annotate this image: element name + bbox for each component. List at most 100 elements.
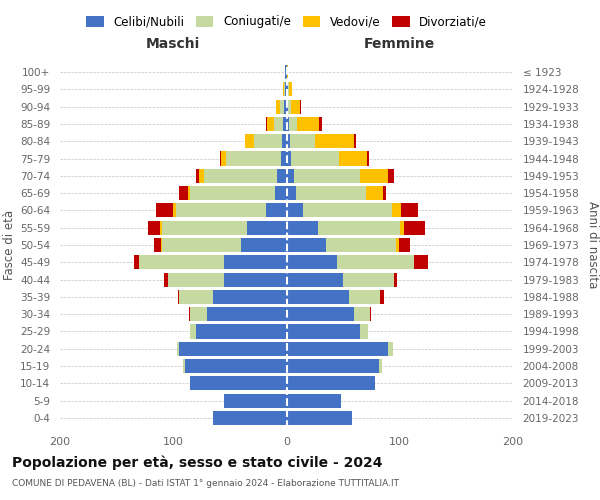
Bar xyxy=(190,186,275,200)
Bar xyxy=(296,117,319,131)
Bar xyxy=(286,82,287,96)
Bar xyxy=(388,168,394,183)
Bar xyxy=(383,186,386,200)
Bar xyxy=(287,186,296,200)
Bar xyxy=(266,117,267,131)
Text: Maschi: Maschi xyxy=(146,38,200,52)
Bar xyxy=(245,134,254,148)
Bar xyxy=(284,82,286,96)
Text: Popolazione per età, sesso e stato civile - 2024: Popolazione per età, sesso e stato civil… xyxy=(12,456,383,470)
Bar xyxy=(287,290,349,304)
Bar xyxy=(176,204,266,218)
Bar xyxy=(289,117,296,131)
Bar xyxy=(290,134,315,148)
Bar xyxy=(224,394,287,408)
Bar xyxy=(319,117,322,131)
Bar xyxy=(360,168,388,183)
Bar xyxy=(366,186,383,200)
Bar xyxy=(397,238,398,252)
Bar xyxy=(283,117,287,131)
Bar xyxy=(190,376,287,390)
Bar xyxy=(326,238,397,252)
Bar xyxy=(161,238,162,252)
Bar xyxy=(287,324,360,338)
Bar xyxy=(185,359,287,373)
Bar xyxy=(367,152,369,166)
Bar xyxy=(291,152,338,166)
Bar xyxy=(287,342,388,356)
Bar xyxy=(360,324,368,338)
Bar xyxy=(148,220,160,235)
Bar xyxy=(287,100,291,114)
Bar xyxy=(379,359,382,373)
Bar xyxy=(296,186,366,200)
Bar xyxy=(254,134,282,148)
Bar xyxy=(281,152,287,166)
Bar xyxy=(173,204,176,218)
Y-axis label: Fasce di età: Fasce di età xyxy=(3,210,16,280)
Bar xyxy=(355,307,370,322)
Bar xyxy=(287,238,326,252)
Bar xyxy=(287,376,375,390)
Bar xyxy=(226,152,281,166)
Bar xyxy=(337,255,415,270)
Bar xyxy=(196,168,199,183)
Text: Femmine: Femmine xyxy=(364,38,436,52)
Bar xyxy=(213,411,287,425)
Bar xyxy=(289,82,292,96)
Bar xyxy=(160,220,162,235)
Bar xyxy=(287,359,379,373)
Legend: Celibi/Nubili, Coniugati/e, Vedovi/e, Divorziati/e: Celibi/Nubili, Coniugati/e, Vedovi/e, Di… xyxy=(82,12,491,32)
Bar xyxy=(189,307,190,322)
Bar xyxy=(286,65,287,79)
Bar xyxy=(224,272,287,286)
Bar xyxy=(398,238,410,252)
Bar xyxy=(154,238,161,252)
Bar xyxy=(415,255,428,270)
Bar xyxy=(287,204,304,218)
Bar xyxy=(178,290,179,304)
Bar xyxy=(338,152,367,166)
Bar xyxy=(287,117,289,131)
Bar xyxy=(287,82,289,96)
Bar xyxy=(207,307,287,322)
Bar xyxy=(190,307,207,322)
Bar xyxy=(287,255,337,270)
Bar xyxy=(400,220,404,235)
Bar xyxy=(291,100,300,114)
Bar xyxy=(287,168,295,183)
Bar xyxy=(176,342,179,356)
Bar xyxy=(164,272,167,286)
Bar xyxy=(196,324,287,338)
Bar xyxy=(315,134,355,148)
Bar xyxy=(287,152,291,166)
Bar xyxy=(221,152,226,166)
Bar xyxy=(179,186,188,200)
Bar xyxy=(167,272,224,286)
Bar xyxy=(394,272,397,286)
Bar xyxy=(162,238,241,252)
Bar xyxy=(266,204,287,218)
Bar xyxy=(275,186,287,200)
Bar xyxy=(156,204,173,218)
Bar xyxy=(295,168,360,183)
Bar xyxy=(349,290,380,304)
Bar xyxy=(220,152,221,166)
Bar xyxy=(179,342,287,356)
Bar xyxy=(280,100,284,114)
Bar xyxy=(277,100,280,114)
Bar xyxy=(287,220,318,235)
Bar xyxy=(267,117,274,131)
Bar xyxy=(274,117,283,131)
Bar xyxy=(300,100,301,114)
Bar xyxy=(277,168,287,183)
Y-axis label: Anni di nascita: Anni di nascita xyxy=(586,202,599,288)
Bar xyxy=(204,168,277,183)
Bar xyxy=(213,290,287,304)
Bar xyxy=(304,204,392,218)
Bar xyxy=(343,272,394,286)
Bar xyxy=(241,238,287,252)
Bar xyxy=(388,342,393,356)
Bar xyxy=(401,204,418,218)
Bar xyxy=(380,290,384,304)
